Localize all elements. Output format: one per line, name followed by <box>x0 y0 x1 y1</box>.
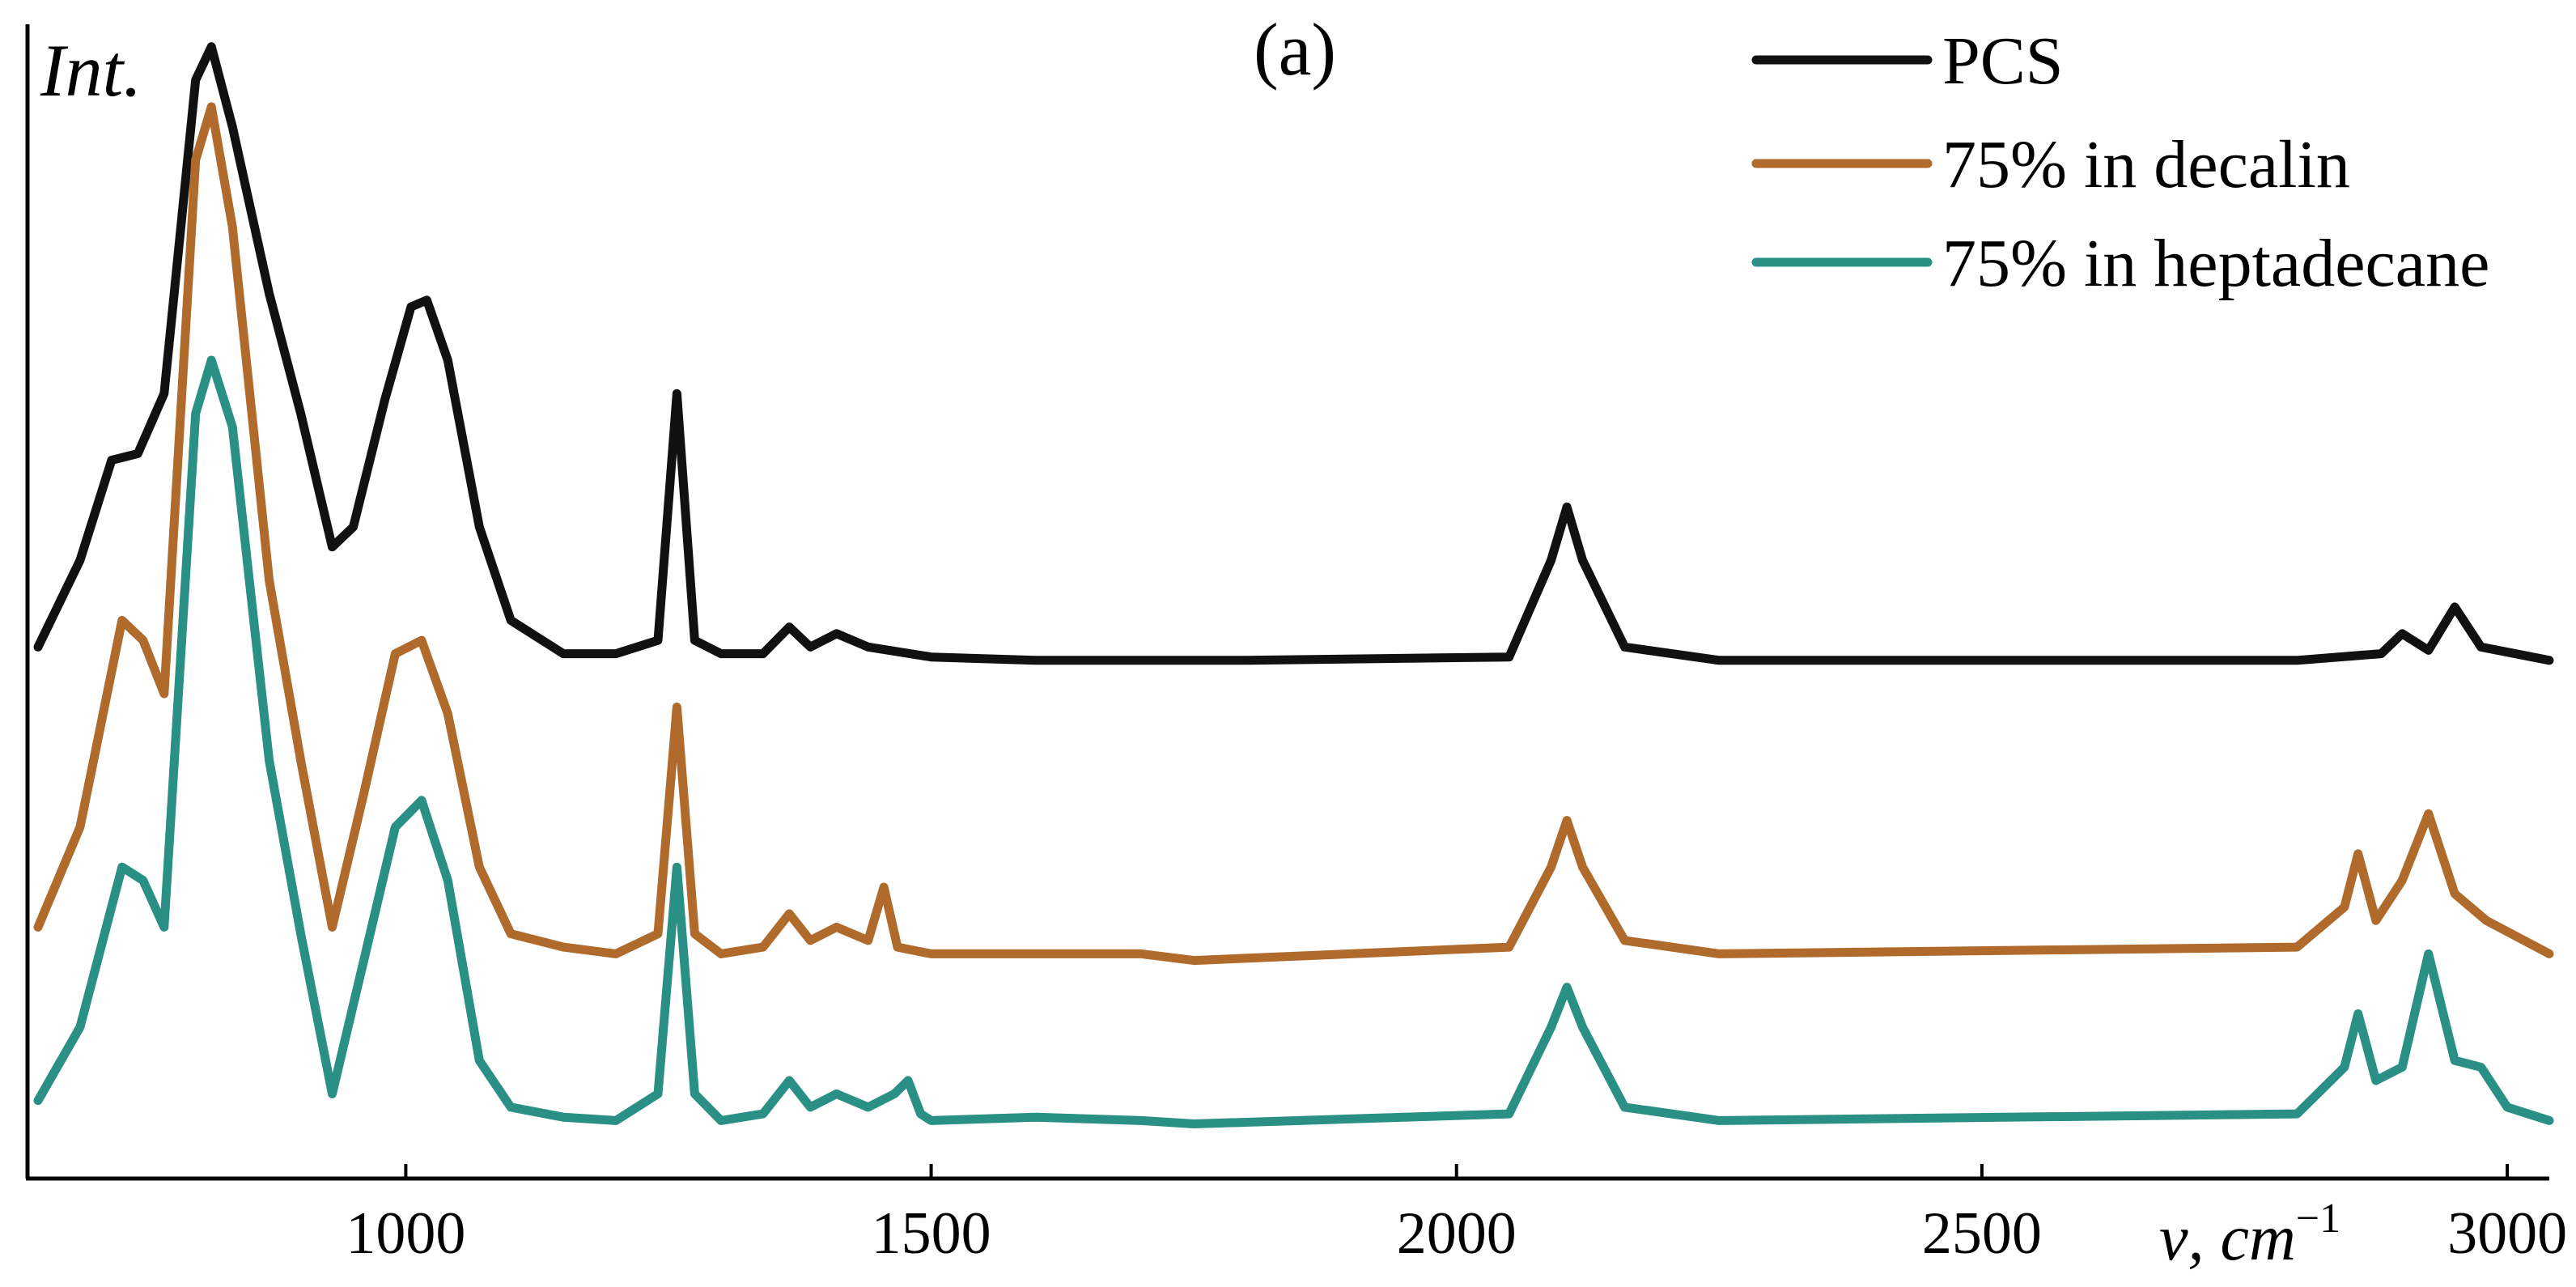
x-tick-label: 3000 <box>2447 1200 2567 1267</box>
x-axis-label: ν, cm−1 <box>2159 1196 2340 1274</box>
legend: PCS 75% in decalin 75% in heptadecane <box>1751 23 2489 301</box>
series-layer <box>33 42 2554 1128</box>
x-tick-label: 1000 <box>346 1200 465 1267</box>
series-line-2 <box>33 102 2554 966</box>
x-tick-label: 2500 <box>1922 1200 2042 1267</box>
x-axis-label-main: ν, cm <box>2159 1203 2296 1274</box>
x-tick-label: 2000 <box>1397 1200 1517 1267</box>
x-axis-label-superscript: −1 <box>2296 1196 2340 1242</box>
series-line-1 <box>33 42 2554 665</box>
panel-label: (a) <box>1254 8 1336 91</box>
x-tick-layer: 1000 1500 2000 2500 3000 <box>346 1164 2567 1267</box>
legend-label-3: 75% in heptadecane <box>1942 226 2489 301</box>
x-tick-label: 1500 <box>872 1200 991 1267</box>
y-axis-label: Int. <box>40 29 142 112</box>
series-line-3 <box>33 355 2554 1128</box>
legend-label-2: 75% in decalin <box>1942 127 2350 202</box>
legend-label-1: PCS <box>1942 23 2063 99</box>
